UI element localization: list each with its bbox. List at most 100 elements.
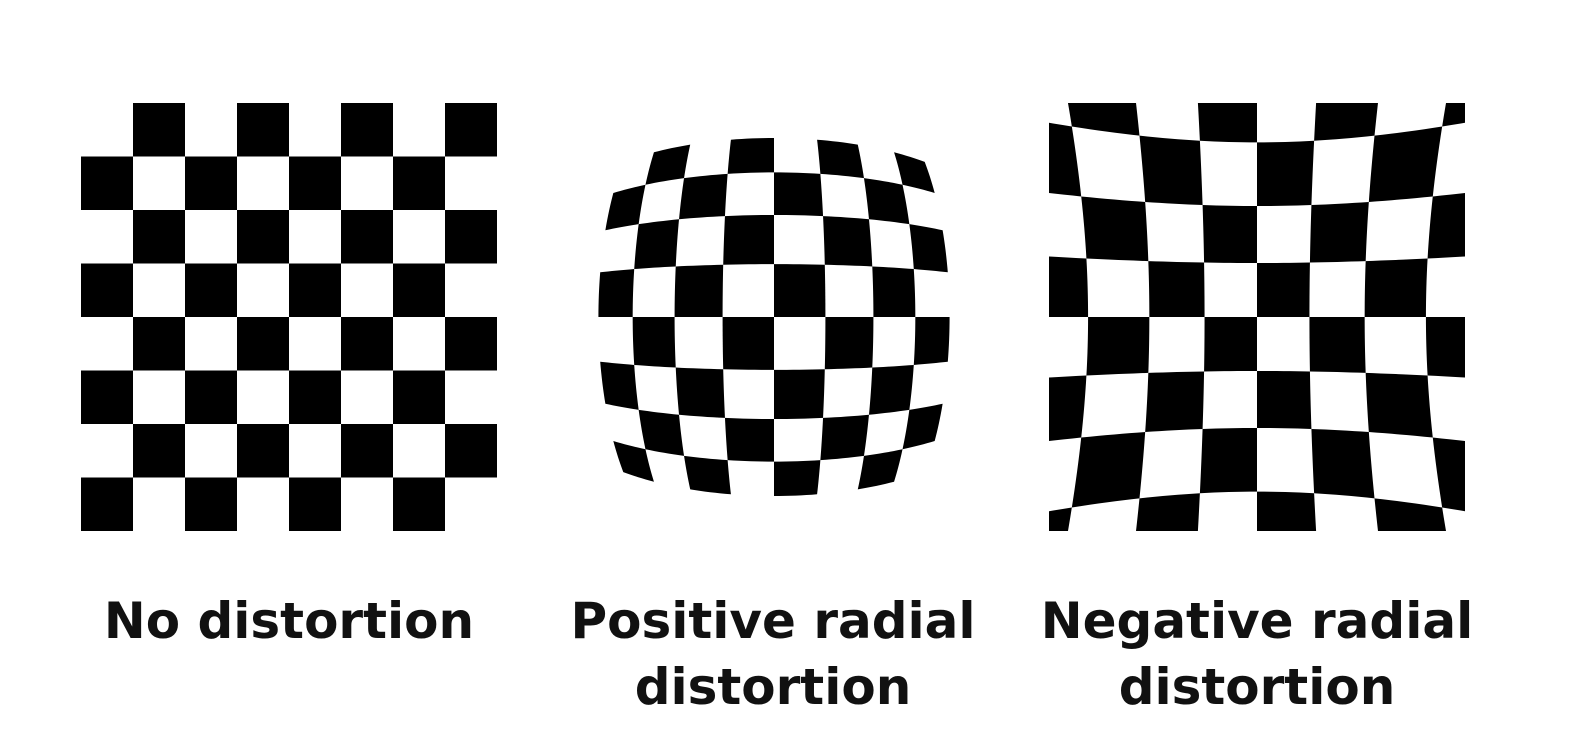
checker-square bbox=[133, 103, 185, 157]
checker-square bbox=[909, 224, 948, 273]
checker-square bbox=[341, 424, 393, 478]
caption-line: Positive radial bbox=[570, 592, 976, 650]
checker-square bbox=[393, 477, 445, 531]
caption-no-distortion: No distortion bbox=[69, 588, 509, 654]
checker-square bbox=[393, 156, 445, 210]
checker-square bbox=[1199, 428, 1257, 494]
checker-square bbox=[638, 409, 685, 456]
checkerboard-no-distortion bbox=[81, 103, 497, 531]
checker-square bbox=[341, 210, 393, 264]
checker-square bbox=[1432, 437, 1465, 512]
checker-square bbox=[857, 449, 903, 490]
checker-square bbox=[393, 263, 445, 317]
checker-square bbox=[1202, 205, 1257, 264]
checker-square bbox=[1049, 122, 1082, 197]
checker-square bbox=[1145, 371, 1205, 433]
checker-square bbox=[675, 367, 725, 418]
checker-square bbox=[1368, 126, 1443, 202]
checker-square bbox=[133, 210, 185, 264]
caption-positive-radial-distortion: Positive radial distortion bbox=[553, 588, 993, 720]
checker-square bbox=[445, 103, 497, 157]
checker-square bbox=[1067, 103, 1140, 136]
checker-square bbox=[1197, 103, 1257, 143]
checker-square bbox=[445, 317, 497, 371]
checker-square bbox=[1136, 493, 1200, 531]
checker-square bbox=[237, 210, 289, 264]
checker-square bbox=[817, 139, 864, 179]
checker-square bbox=[1442, 103, 1465, 127]
checker-square bbox=[723, 214, 774, 265]
checker-square bbox=[774, 172, 824, 217]
checker-square bbox=[824, 317, 874, 370]
checker-square bbox=[1309, 201, 1369, 263]
checker-square bbox=[445, 210, 497, 264]
checkerboard-positive-radial-distortion bbox=[598, 137, 950, 497]
checker-square bbox=[289, 370, 341, 424]
checker-square bbox=[598, 269, 635, 317]
caption-line: distortion bbox=[1118, 658, 1396, 716]
checker-square bbox=[902, 403, 943, 450]
checker-square bbox=[1071, 432, 1146, 508]
checker-square bbox=[634, 219, 680, 270]
checker-square bbox=[133, 317, 185, 371]
checker-square bbox=[1086, 317, 1150, 376]
checker-square bbox=[727, 137, 774, 174]
checker-square bbox=[724, 417, 774, 462]
checker-square bbox=[81, 370, 133, 424]
checker-square bbox=[341, 103, 393, 157]
checkerboard-negative-radial-distortion bbox=[1049, 103, 1465, 531]
checker-square bbox=[1139, 135, 1203, 206]
checker-square bbox=[1257, 262, 1310, 317]
checker-square bbox=[1427, 192, 1465, 259]
checker-square bbox=[1365, 372, 1433, 438]
checker-square bbox=[185, 477, 237, 531]
checker-square bbox=[237, 317, 289, 371]
checker-square bbox=[774, 460, 821, 497]
checker-square bbox=[1049, 507, 1072, 531]
checker-square bbox=[1204, 317, 1257, 372]
checker-square bbox=[823, 216, 873, 267]
checker-square bbox=[645, 144, 691, 185]
caption-line: distortion bbox=[634, 658, 912, 716]
checker-square bbox=[289, 263, 341, 317]
checker-square bbox=[1364, 258, 1428, 317]
checker-square bbox=[1257, 140, 1315, 206]
checker-square bbox=[81, 477, 133, 531]
checker-square bbox=[1309, 317, 1366, 373]
checker-square bbox=[774, 264, 826, 317]
checker-square bbox=[674, 264, 724, 317]
checker-square bbox=[774, 369, 825, 420]
caption-line: No distortion bbox=[103, 592, 475, 650]
checker-square bbox=[81, 263, 133, 317]
checker-square bbox=[81, 156, 133, 210]
checker-square bbox=[1425, 317, 1465, 378]
checker-square bbox=[913, 317, 950, 365]
checker-square bbox=[632, 317, 676, 368]
checker-square bbox=[1049, 375, 1087, 442]
checker-square bbox=[684, 455, 731, 495]
checker-square bbox=[1257, 491, 1317, 531]
checker-square bbox=[237, 424, 289, 478]
checker-square bbox=[600, 361, 639, 410]
checker-square bbox=[722, 317, 774, 370]
checker-square bbox=[605, 184, 646, 231]
checker-square bbox=[393, 370, 445, 424]
checker-square bbox=[289, 156, 341, 210]
checker-square bbox=[820, 414, 869, 461]
checker-square bbox=[341, 317, 393, 371]
checker-square bbox=[185, 156, 237, 210]
caption-negative-radial-distortion: Negative radial distortion bbox=[1037, 588, 1477, 720]
checker-square bbox=[1374, 498, 1447, 531]
checker-square bbox=[133, 424, 185, 478]
checker-square bbox=[872, 266, 916, 317]
checker-square bbox=[289, 477, 341, 531]
checker-square bbox=[185, 263, 237, 317]
checker-square bbox=[1049, 256, 1089, 317]
checker-square bbox=[445, 424, 497, 478]
checker-square bbox=[237, 103, 289, 157]
checker-square bbox=[1148, 261, 1205, 317]
checker-square bbox=[185, 370, 237, 424]
caption-line: Negative radial bbox=[1040, 592, 1474, 650]
checker-square bbox=[1257, 370, 1312, 429]
checker-square bbox=[1314, 103, 1378, 141]
